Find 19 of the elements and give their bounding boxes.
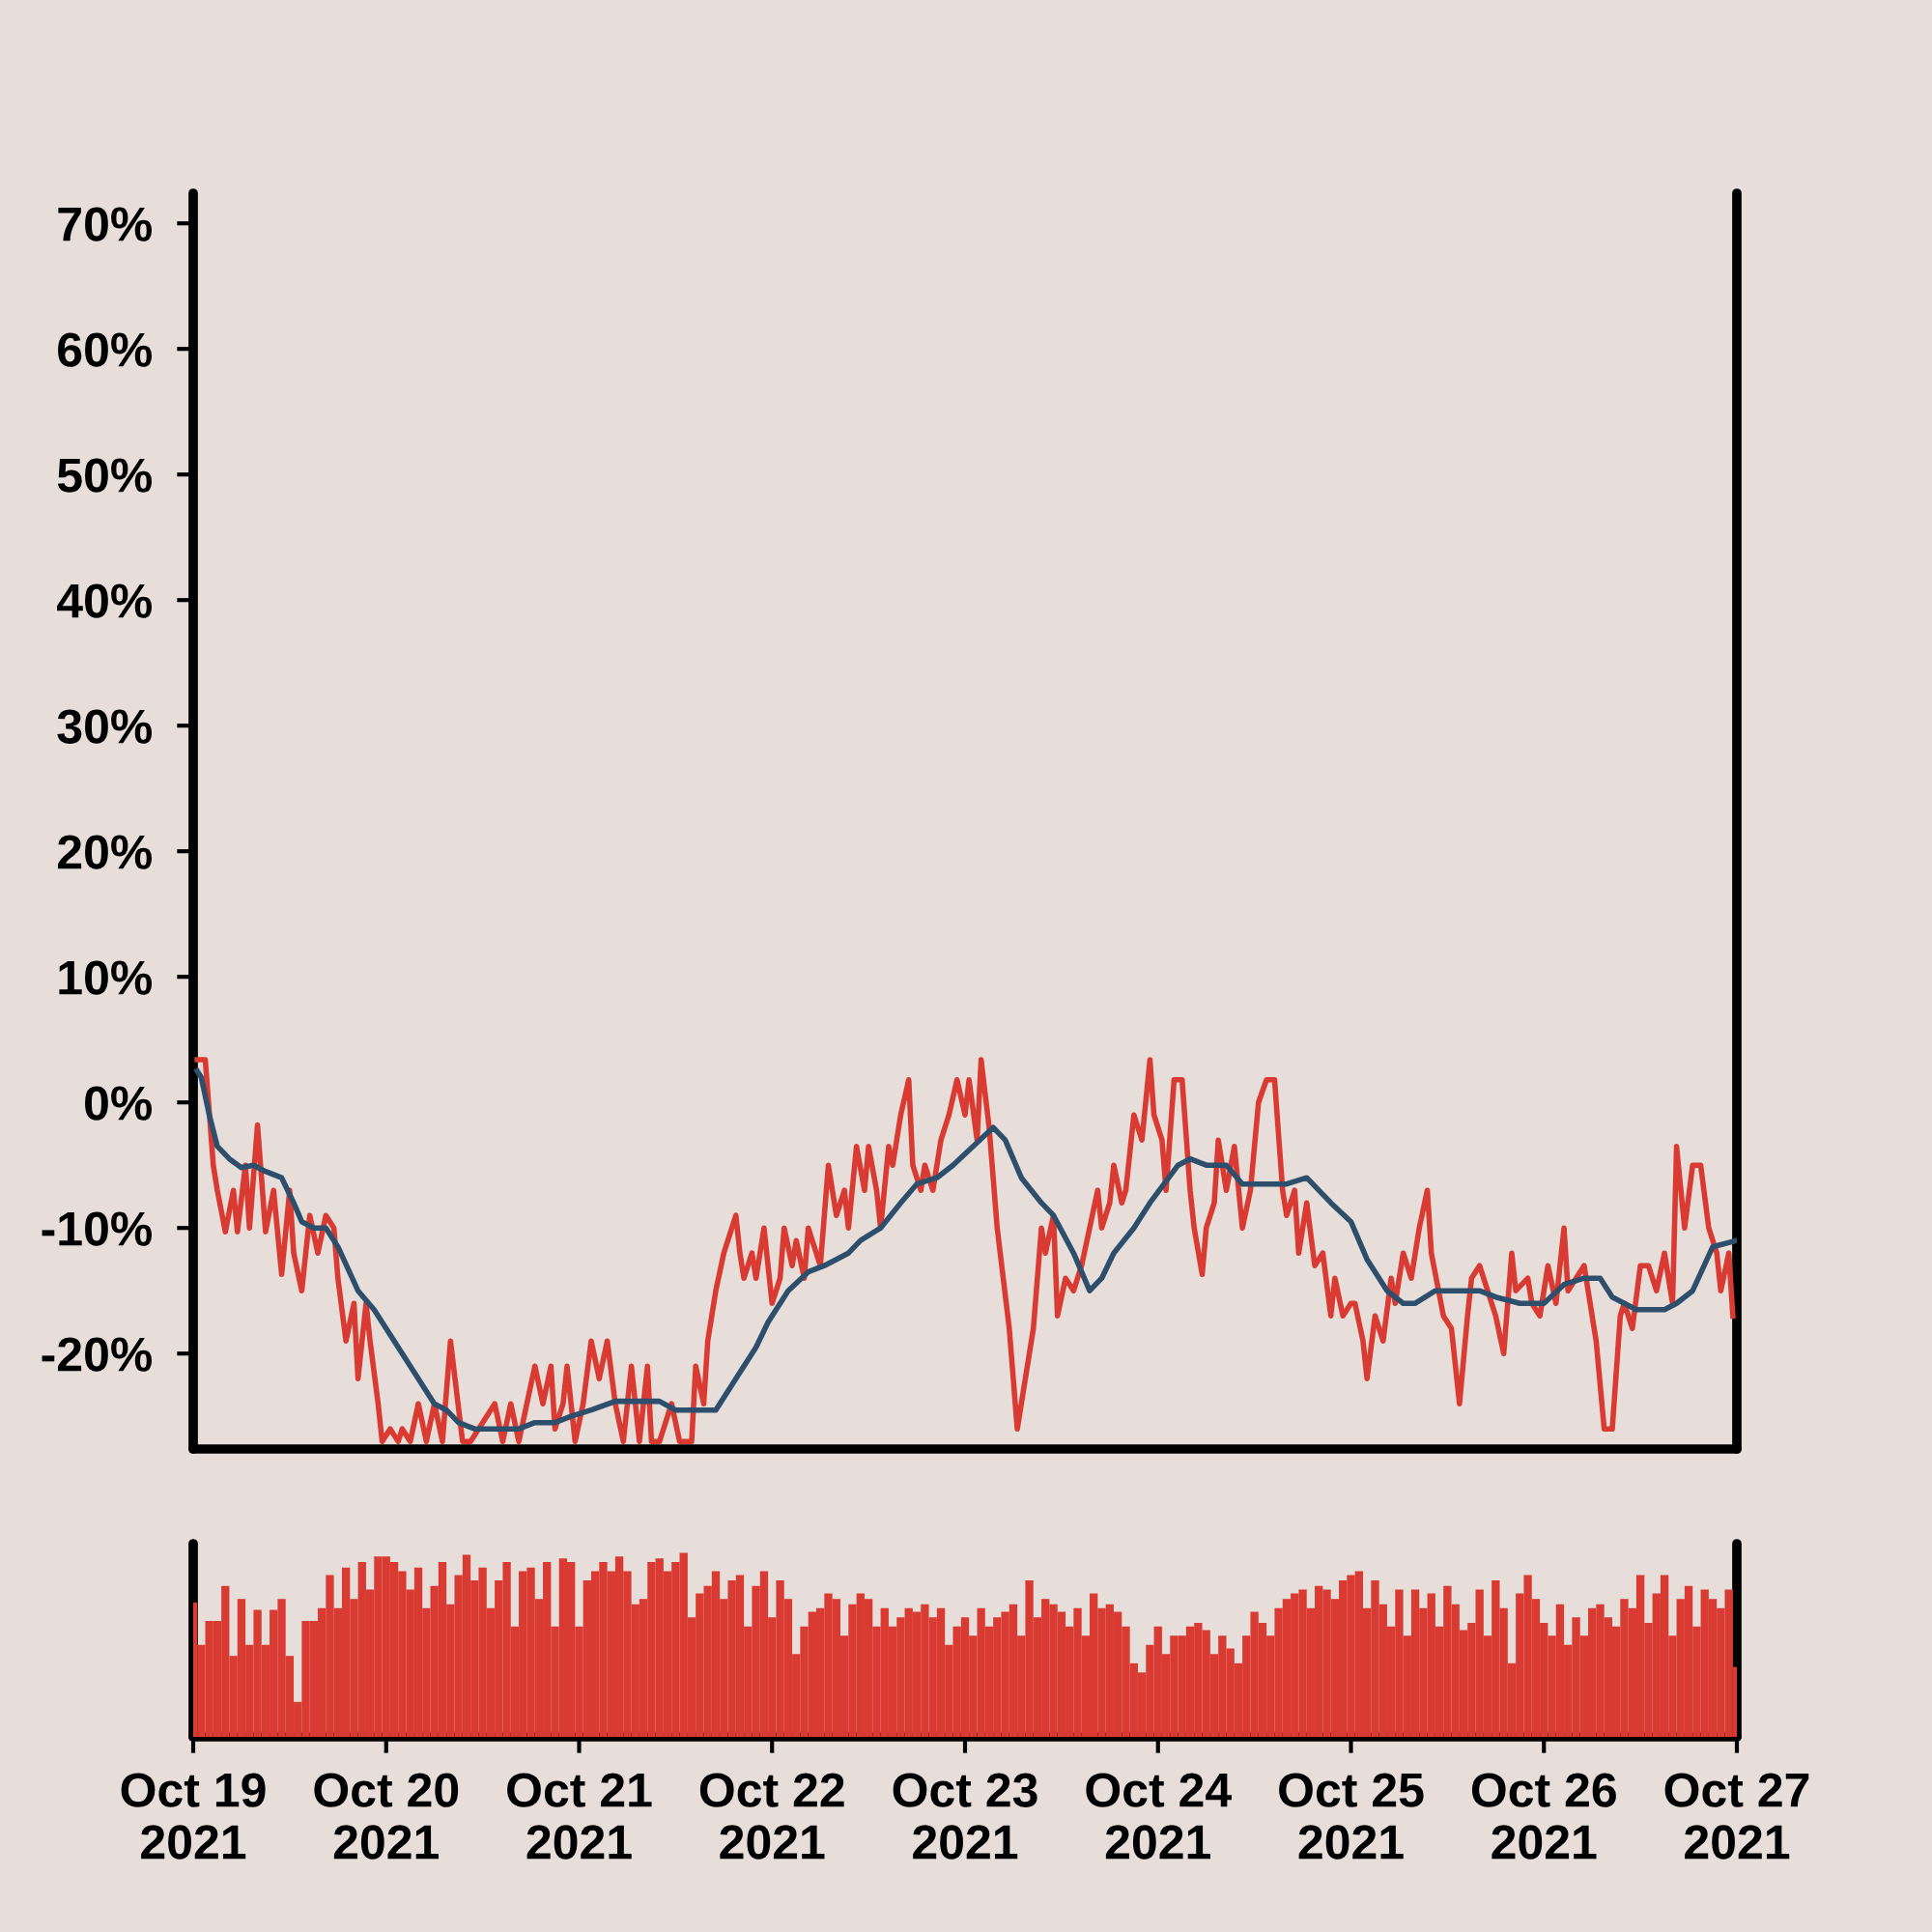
x-tick-label: Oct 21 2021: [507, 1773, 652, 1860]
y-tick-label: -20%: [42, 1337, 153, 1372]
y-tick-label: -10%: [42, 1211, 153, 1246]
y-tick-label: 30%: [57, 709, 153, 744]
x-tick-label: Oct 19 2021: [121, 1773, 266, 1860]
y-tick-label: 70%: [58, 207, 153, 242]
y-tick-label: 10%: [59, 960, 153, 995]
x-tick-label: Oct 24 2021: [1086, 1773, 1232, 1860]
x-tick-label: Oct 22 2021: [699, 1773, 844, 1860]
x-tick-label: Oct 26 2021: [1471, 1773, 1616, 1860]
y-tick-label: 40%: [57, 583, 153, 618]
x-tick-label: Oct 27 2021: [1664, 1773, 1809, 1860]
y-tick-label: 20%: [58, 835, 153, 869]
y-tick-label: 60%: [58, 332, 153, 367]
x-tick-label: Oct 20 2021: [314, 1773, 459, 1860]
y-tick-label: 50%: [57, 458, 153, 493]
x-tick-label: Oct 23 2021: [893, 1773, 1037, 1860]
x-tick-label: Oct 25 2021: [1279, 1773, 1424, 1860]
y-tick-label: 0%: [85, 1086, 153, 1121]
